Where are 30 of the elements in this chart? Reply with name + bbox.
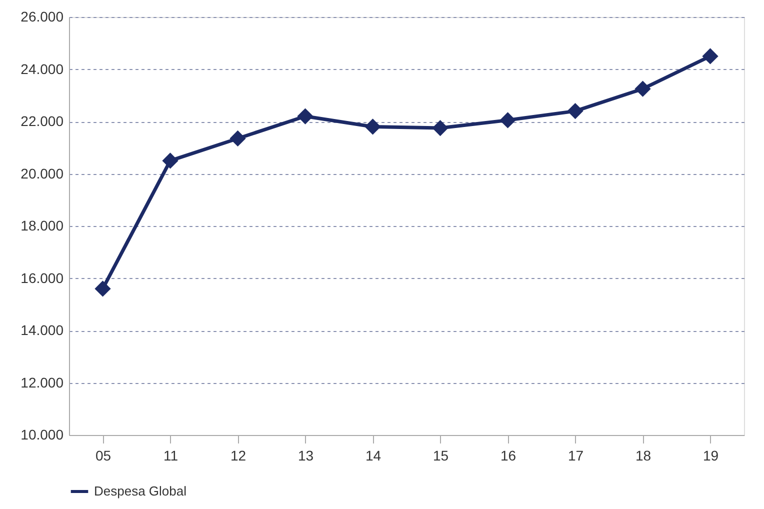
x-tick-label: 16 (500, 448, 516, 464)
point (162, 152, 178, 169)
y-tick-label: 22.000 (20, 113, 64, 129)
x-tick-label: 13 (298, 448, 314, 464)
point (297, 108, 314, 124)
point (567, 102, 584, 120)
point (94, 280, 111, 297)
point (634, 80, 651, 97)
x-tick-label: 17 (568, 448, 584, 464)
y-tick-label: 24.000 (20, 60, 64, 77)
point (500, 112, 516, 128)
y-tick-label: 16.000 (20, 270, 64, 286)
y-tick-label: 26.000 (20, 8, 64, 24)
point (432, 120, 448, 136)
x-tick-label: 15 (432, 448, 449, 464)
x-tick-label: 05 (95, 448, 112, 464)
y-tick-label: 18.000 (20, 218, 64, 234)
legend-label: Despesa Global (94, 484, 187, 498)
y-tick-label: 20.000 (20, 165, 64, 182)
x-tick-label: 14 (365, 448, 382, 464)
x-tick-label: 18 (635, 448, 652, 464)
y-tick-label: 12.000 (20, 374, 64, 390)
y-tick-label: 10.000 (20, 426, 64, 442)
x-tick-label: 12 (230, 448, 246, 464)
y-tick-label: 14.000 (20, 322, 64, 338)
point (230, 130, 246, 147)
point (702, 48, 718, 64)
x-tick-label: 11 (163, 448, 178, 464)
point (364, 118, 381, 135)
x-tick-label: 19 (702, 448, 719, 464)
